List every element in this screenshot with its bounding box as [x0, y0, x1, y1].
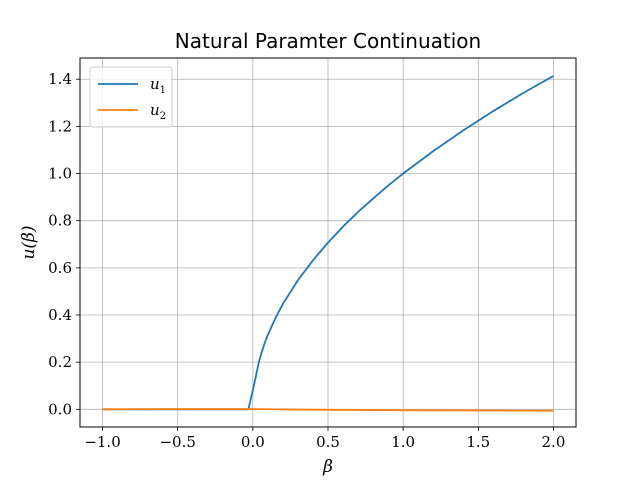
x-tick-label: 1.0	[391, 433, 415, 451]
x-tick-label: 2.0	[542, 433, 566, 451]
y-tick-label: 0.2	[48, 353, 72, 371]
legend-label-u1: u1	[150, 75, 166, 96]
x-axis-label: β	[322, 457, 333, 477]
y-tick-label: 0.8	[48, 212, 72, 230]
x-tick-label: 0.5	[316, 433, 340, 451]
ticks: −1.0 −0.5 0.0 0.5 1.0 1.5 2.0 0.0 0.2 0.4 0.6 0.8 1.…	[48, 70, 565, 451]
x-tick-label: −0.5	[159, 433, 195, 451]
x-tick-label: 0.0	[241, 433, 265, 451]
y-tick-label: 1.2	[48, 117, 72, 135]
y-tick-label: 0.0	[48, 400, 72, 418]
legend-label-u2: u2	[150, 101, 166, 122]
y-tick-label: 1.4	[48, 70, 72, 88]
chart-title: Natural Paramter Continuation	[175, 29, 481, 53]
x-tick-label: 1.5	[466, 433, 490, 451]
legend-box	[89, 66, 173, 128]
y-axis-label: u(β)	[19, 225, 39, 259]
y-tick-label: 0.4	[48, 306, 72, 324]
y-tick-label: 1.0	[48, 165, 72, 183]
series-layer	[102, 75, 554, 412]
x-tick-label: −1.0	[84, 433, 120, 451]
series-line-u2	[102, 408, 554, 412]
y-tick-label: 0.6	[48, 259, 72, 277]
grid	[80, 58, 576, 427]
series-line-u1	[102, 75, 554, 411]
